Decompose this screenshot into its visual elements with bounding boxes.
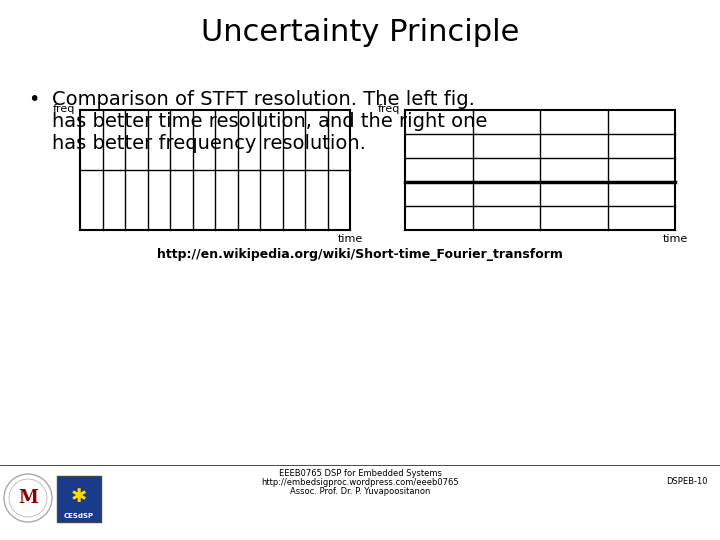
Text: Uncertainty Principle: Uncertainty Principle	[201, 18, 519, 47]
Text: Assoc. Prof. Dr. P. Yuvapoositanon: Assoc. Prof. Dr. P. Yuvapoositanon	[290, 487, 430, 496]
Text: freq: freq	[53, 104, 75, 114]
Text: time: time	[338, 234, 363, 244]
Bar	[57, 476, 101, 522]
Text: freq: freq	[377, 104, 400, 114]
Text: http://en.wikipedia.org/wiki/Short-time_Fourier_transform: http://en.wikipedia.org/wiki/Short-time_…	[157, 248, 563, 261]
Text: has better time resolution, and the right one: has better time resolution, and the righ…	[52, 112, 487, 131]
Text: EEEB0765 DSP for​ Embedded Systems: EEEB0765 DSP for​ Embedded Systems	[279, 469, 441, 478]
Text: has better frequency resolution.: has better frequency resolution.	[52, 134, 366, 153]
Text: CESdSP: CESdSP	[64, 513, 94, 519]
Text: M: M	[18, 489, 38, 507]
Text: DSPEB-10: DSPEB-10	[667, 477, 708, 486]
Text: http://embedsigproc.wordpress.com/eeeb0765: http://embedsigproc.wordpress.com/eeeb07…	[261, 478, 459, 487]
Text: ✱: ✱	[71, 487, 87, 505]
Text: Comparison of STFT resolution. The left fig.: Comparison of STFT resolution. The left …	[52, 90, 475, 109]
Text: time: time	[662, 234, 688, 244]
Text: •: •	[28, 90, 40, 109]
